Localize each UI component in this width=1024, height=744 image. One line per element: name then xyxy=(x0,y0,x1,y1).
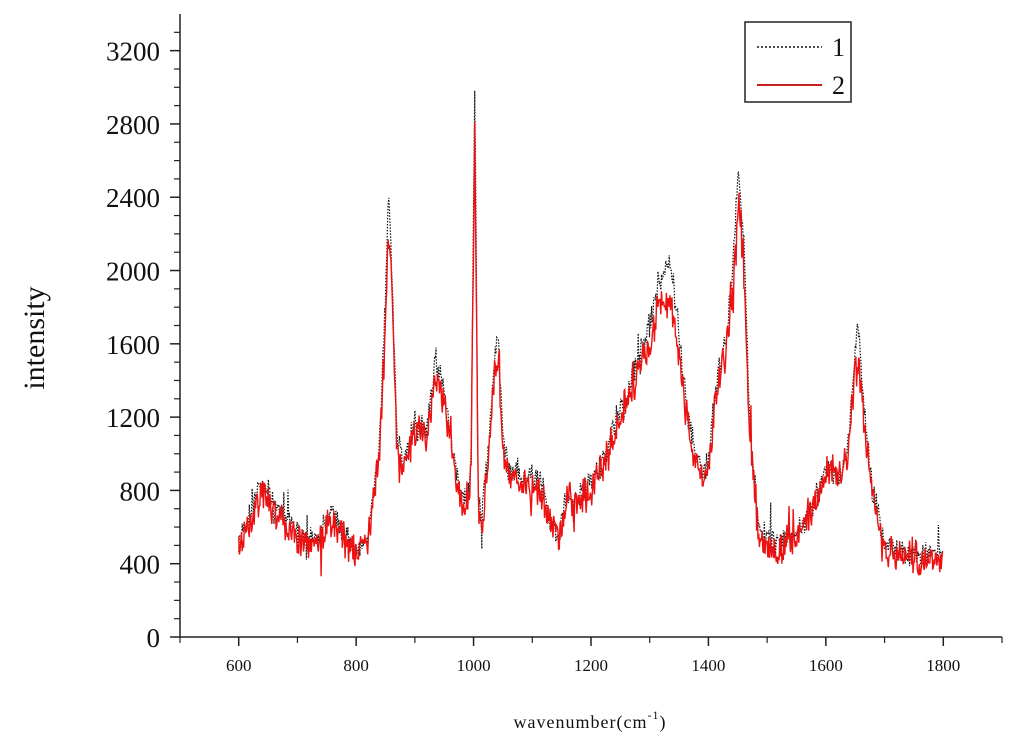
x-axis-title-main: wavenumber(cm xyxy=(514,712,648,733)
x-tick-label: 1600 xyxy=(809,656,843,675)
x-tick-label: 1400 xyxy=(691,656,725,675)
x-axis-title-superscript: -1 xyxy=(647,708,659,722)
x-tick-label: 1000 xyxy=(457,656,491,675)
x-axis-title: wavenumber(cm-1) xyxy=(514,708,667,733)
x-tick-label: 1200 xyxy=(574,656,608,675)
y-tick-label: 800 xyxy=(120,476,161,506)
legend-label-series-1: 1 xyxy=(832,33,845,62)
legend-box xyxy=(744,21,852,103)
plot-area xyxy=(238,90,944,577)
y-tick-label: 3200 xyxy=(106,37,160,67)
x-tick-label: 1800 xyxy=(926,656,960,675)
y-axis-title: intensity xyxy=(18,286,51,389)
y-tick-label: 1600 xyxy=(106,330,160,360)
y-tick-label: 2400 xyxy=(106,183,160,213)
y-tick-label: 2000 xyxy=(106,257,160,287)
x-tick-label: 600 xyxy=(226,656,252,675)
legend: 1 2 xyxy=(744,21,852,103)
legend-label-series-2: 2 xyxy=(832,71,845,100)
x-axis-title-close: ) xyxy=(659,712,666,733)
y-tick-label: 2800 xyxy=(106,110,160,140)
y-tick-label: 400 xyxy=(120,550,161,580)
y-tick-label: 0 xyxy=(147,623,161,653)
x-tick-label: 800 xyxy=(343,656,369,675)
y-tick-label: 1200 xyxy=(106,403,160,433)
y-ticks: 0 400 800 1200 1600 2000 2400 2800 3200 xyxy=(106,31,180,653)
x-ticks: 600 800 1000 1200 1400 1600 1800 xyxy=(179,637,1003,675)
series-line-2 xyxy=(238,121,944,577)
